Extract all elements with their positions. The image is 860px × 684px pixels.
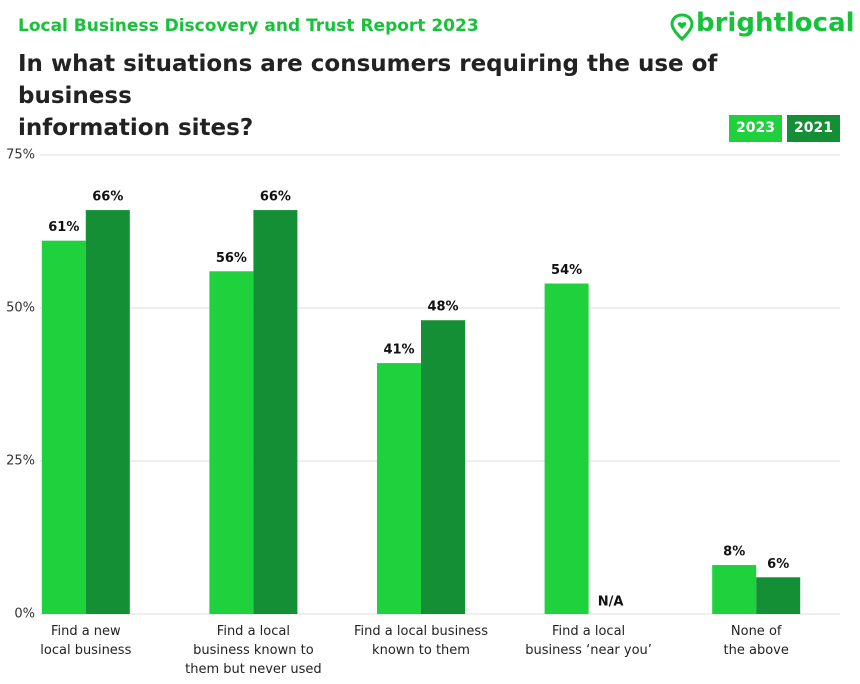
chart-title: In what situations are consumers requiri… bbox=[18, 51, 718, 141]
bar bbox=[85, 210, 130, 614]
legend-item: 2023 bbox=[729, 115, 782, 142]
x-tick-label: Find a local business ‘near you’ bbox=[525, 624, 652, 658]
x-tick-label: Find a local business known to them but … bbox=[185, 624, 322, 677]
value-label: 8% bbox=[723, 545, 745, 560]
value-label: N/A bbox=[598, 595, 624, 610]
value-label: 41% bbox=[383, 343, 414, 358]
x-tick-label: Find a new local business bbox=[40, 624, 132, 658]
bar bbox=[41, 240, 86, 614]
report-title: Local Business Discovery and Trust Repor… bbox=[18, 16, 479, 36]
bar bbox=[756, 577, 801, 614]
logo-icon bbox=[670, 13, 694, 41]
bar bbox=[421, 320, 465, 614]
bar bbox=[253, 210, 298, 614]
y-tick-label: 50% bbox=[6, 301, 35, 316]
value-label: 56% bbox=[216, 251, 247, 266]
y-tick-label: 25% bbox=[6, 454, 35, 469]
legend-item: 2021 bbox=[787, 115, 840, 142]
bar bbox=[544, 283, 589, 614]
y-tick-label: 75% bbox=[6, 148, 35, 163]
x-tick-label: None of the above bbox=[723, 624, 789, 658]
bar bbox=[209, 271, 254, 614]
value-label: 66% bbox=[260, 190, 291, 205]
value-label: 66% bbox=[92, 190, 123, 205]
value-label: 61% bbox=[48, 220, 79, 235]
value-label: 48% bbox=[427, 300, 458, 315]
brand-logo: brightlocal bbox=[696, 8, 855, 38]
value-label: 54% bbox=[551, 263, 582, 278]
bar bbox=[377, 363, 421, 614]
y-tick-label: 0% bbox=[14, 607, 35, 622]
value-label: 6% bbox=[767, 557, 789, 572]
x-tick-label: Find a local business known to them bbox=[354, 624, 488, 658]
bar bbox=[712, 565, 757, 614]
